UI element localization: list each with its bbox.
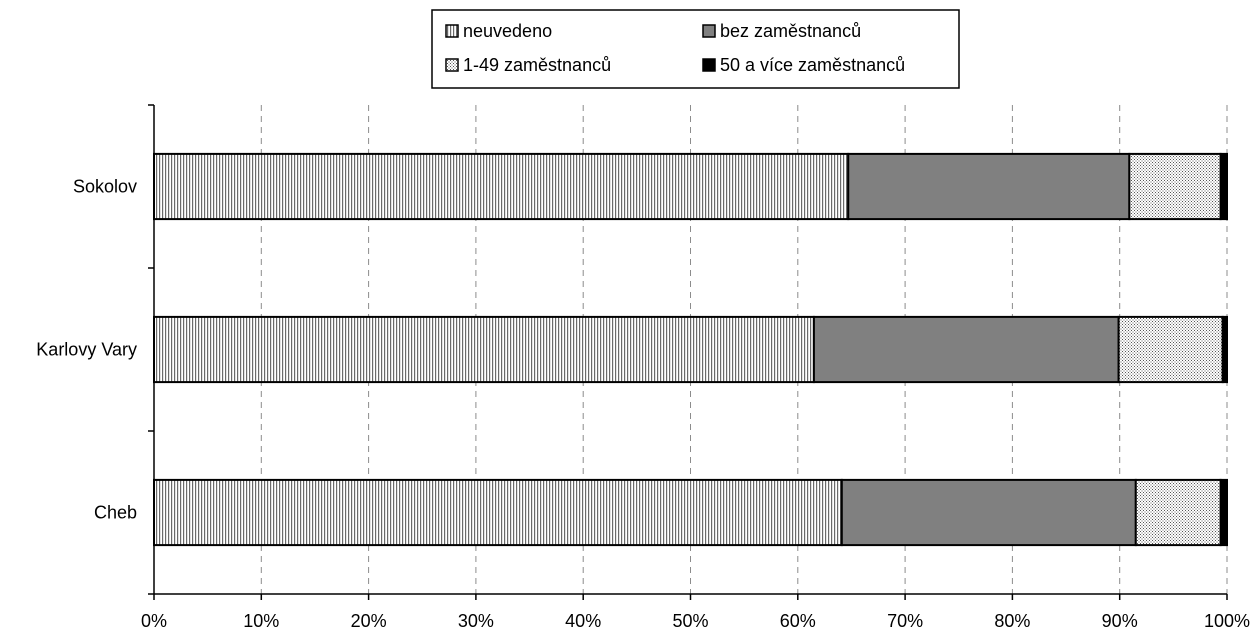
legend: neuvedeno bez zaměstnanců 1-49 zaměstnanců… (431, 9, 960, 89)
legend-swatch (445, 58, 459, 72)
bar-segment (153, 152, 850, 221)
legend-box (431, 9, 960, 89)
bars (153, 152, 1229, 547)
category-label: Sokolov (73, 177, 137, 197)
legend-swatch (702, 24, 716, 38)
bar-segment (1221, 315, 1229, 384)
x-tick-label: 20% (351, 611, 387, 631)
x-tick-label: 30% (458, 611, 494, 631)
bar-segment (1117, 315, 1224, 384)
bar-segment (847, 152, 1131, 221)
category-label: Cheb (94, 503, 137, 523)
legend-label: 50 a více zaměstnanců (720, 55, 905, 75)
legend-swatch (445, 24, 459, 38)
bar-segment (153, 315, 815, 384)
x-tick-label: 0% (141, 611, 167, 631)
axes: Sokolov Karlovy Vary Cheb 0% 10% 20% 30% 40% 50%… (36, 104, 1250, 631)
bar-segment (1219, 478, 1229, 547)
bar-segment (1134, 478, 1222, 547)
bar-segment (1128, 152, 1222, 221)
legend-swatch (702, 58, 716, 72)
bar-segment (153, 478, 843, 547)
legend-label: bez zaměstnanců (720, 21, 861, 41)
x-tick-label: 90% (1102, 611, 1138, 631)
x-tick-label: 100% (1204, 611, 1250, 631)
bar-segment (840, 478, 1137, 547)
x-tick-label: 40% (565, 611, 601, 631)
x-tick-label: 50% (672, 611, 708, 631)
x-tick-label: 10% (243, 611, 279, 631)
legend-label: neuvedeno (463, 21, 552, 41)
bar-segment (812, 315, 1120, 384)
bar-segment (1219, 152, 1229, 221)
x-tick-label: 70% (887, 611, 923, 631)
x-tick-label: 60% (780, 611, 816, 631)
x-tick-label: 80% (994, 611, 1030, 631)
legend-label: 1-49 zaměstnanců (463, 55, 611, 75)
category-label: Karlovy Vary (36, 340, 137, 360)
